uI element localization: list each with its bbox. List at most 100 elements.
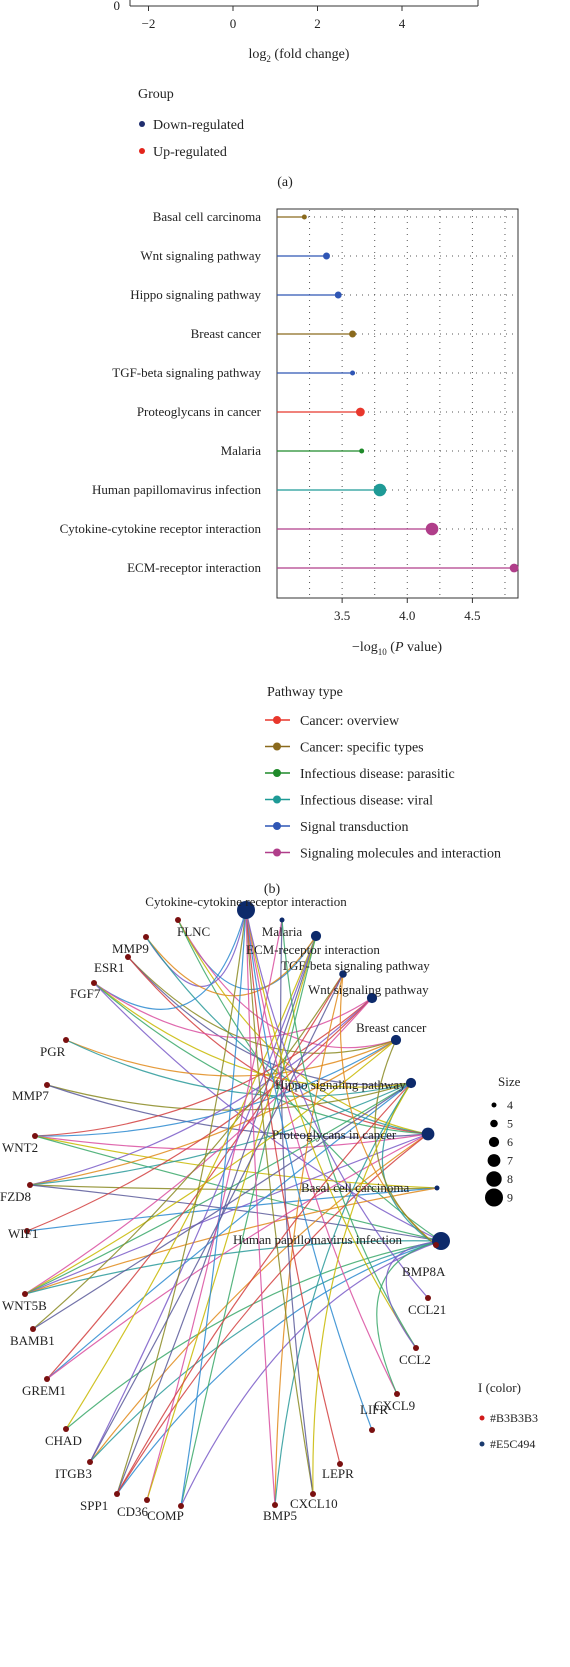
color-legend-title: I (color) — [478, 1380, 521, 1395]
network-edge — [24, 1039, 397, 1295]
pathway-label: Breast cancer — [191, 326, 262, 341]
size-legend-dot — [490, 1119, 498, 1128]
network-edge — [116, 909, 247, 1495]
lollipop-point — [349, 330, 357, 338]
lollipop-point — [509, 563, 519, 573]
pathway-label: Basal cell carcinoma — [153, 209, 262, 224]
gene-node-label: CXCL10 — [290, 1496, 338, 1511]
pathway-node-label: Cytokine-cytokine receptor interaction — [145, 894, 347, 909]
network-edge — [34, 997, 373, 1137]
gene-node-label: SPP1 — [80, 1498, 108, 1513]
gene-node-label: BMP8A — [402, 1264, 446, 1279]
pathway-label: Wnt signaling pathway — [140, 248, 261, 263]
network-edge — [93, 909, 247, 1010]
pathway-node-label: ECM-receptor interaction — [246, 942, 380, 957]
network-edge — [34, 1135, 442, 1242]
panel-b-grid — [278, 210, 517, 597]
panel-a-x-label: log2 (fold change) — [249, 47, 350, 64]
color-legend-label-1: #B3B3B3 — [490, 1411, 538, 1425]
gene-node-label: FGF7 — [70, 986, 101, 1001]
gene-node — [63, 1037, 69, 1043]
size-legend-label: 4 — [507, 1098, 513, 1112]
size-legend-label: 9 — [507, 1191, 513, 1205]
pathway-label: Cytokine-cytokine receptor interaction — [60, 521, 262, 536]
pathway-node-label: TGF-beta signaling pathway — [281, 958, 430, 973]
gene-node — [24, 1228, 30, 1234]
panel-b-x-ticks: 3.5 4.0 4.5 — [334, 598, 481, 623]
network-edge — [245, 909, 276, 1506]
pathway-label: Malaria — [221, 443, 262, 458]
lollipop-point — [334, 291, 342, 299]
panel-a-legend-label-down: Down-regulated — [153, 118, 244, 133]
size-legend-label: 7 — [507, 1154, 513, 1168]
legend-label: Signal transduction — [300, 820, 409, 835]
pathway-node — [339, 970, 347, 978]
color-legend-dot-2 — [479, 1441, 485, 1447]
network-edge — [93, 982, 442, 1242]
gene-node — [272, 1502, 278, 1508]
legend-label: Infectious disease: viral — [300, 794, 433, 809]
pathway-node — [421, 1127, 435, 1141]
network-edge — [274, 973, 344, 1506]
panel-b-stems — [277, 214, 519, 573]
network-edge — [312, 1082, 412, 1495]
gene-node-label: WIF1 — [8, 1226, 38, 1241]
pathway-node — [390, 1034, 402, 1046]
gene-node-label: BMP5 — [263, 1508, 297, 1523]
network-edge — [180, 1240, 442, 1507]
lollipop-point — [355, 407, 365, 417]
lollipop-point — [301, 214, 307, 220]
network-edge — [274, 1082, 412, 1506]
legend-dot — [273, 769, 281, 777]
gene-node — [143, 934, 149, 940]
pathway-label: TGF-beta signaling pathway — [112, 365, 261, 380]
gene-node — [63, 1426, 69, 1432]
pathway-node-label: Proteoglycans in cancer — [272, 1127, 397, 1142]
gene-node — [44, 1082, 50, 1088]
pathway-node — [366, 992, 378, 1004]
lollipop-point — [425, 522, 439, 536]
gene-node-label: BAMB1 — [10, 1333, 55, 1348]
gene-node-label: GREM1 — [22, 1383, 66, 1398]
gene-node — [87, 1459, 93, 1465]
gene-node — [27, 1182, 33, 1188]
legend-label: Cancer: specific types — [300, 741, 424, 756]
panel-a-caption: (a) — [277, 175, 293, 190]
network-edge — [32, 973, 344, 1330]
gene-node-label: MMP7 — [12, 1088, 49, 1103]
network-edge — [24, 1187, 438, 1295]
size-legend-dot — [485, 1188, 503, 1207]
gene-node — [337, 1461, 343, 1467]
network-edges — [24, 909, 442, 1507]
size-legend-label: 5 — [507, 1117, 513, 1131]
pathway-label: Hippo signaling pathway — [130, 287, 261, 302]
size-legend-dot — [488, 1136, 500, 1148]
panel-a-y-tick: 0 — [114, 0, 121, 13]
gene-node-label: COMP — [147, 1508, 184, 1523]
lollipop-point — [373, 483, 387, 497]
panel-a-x-tick-label: 0 — [230, 16, 237, 31]
legend-dot — [273, 742, 281, 751]
pathway-node-label: Human papillomavirus infection — [233, 1232, 402, 1247]
pathway-label: ECM-receptor interaction — [127, 560, 261, 575]
network-edge — [245, 909, 314, 1495]
network-edge — [65, 1039, 397, 1077]
panel-b-y-labels: Basal cell carcinoma Wnt signaling pathwa… — [60, 209, 262, 575]
gene-node — [144, 1497, 150, 1503]
lollipop-point — [323, 252, 330, 260]
panel-a-x-tick-label: 4 — [399, 16, 406, 31]
panel-b-x-label: −log10 (P value) — [352, 640, 442, 657]
network-edge — [281, 919, 417, 1349]
panel-b-plot-border — [276, 208, 519, 599]
network-edge — [127, 956, 397, 1054]
network-edge — [24, 1240, 442, 1295]
gene-node — [425, 1295, 431, 1301]
color-legend-dot-1 — [479, 1415, 485, 1421]
network-edge — [29, 1184, 442, 1242]
network-edge — [93, 982, 373, 1039]
legend-label: Cancer: overview — [300, 714, 400, 729]
gene-node-label: CCL21 — [408, 1302, 446, 1317]
gene-node — [125, 954, 131, 960]
network-edge — [245, 909, 398, 1395]
gene-node — [178, 1503, 184, 1509]
